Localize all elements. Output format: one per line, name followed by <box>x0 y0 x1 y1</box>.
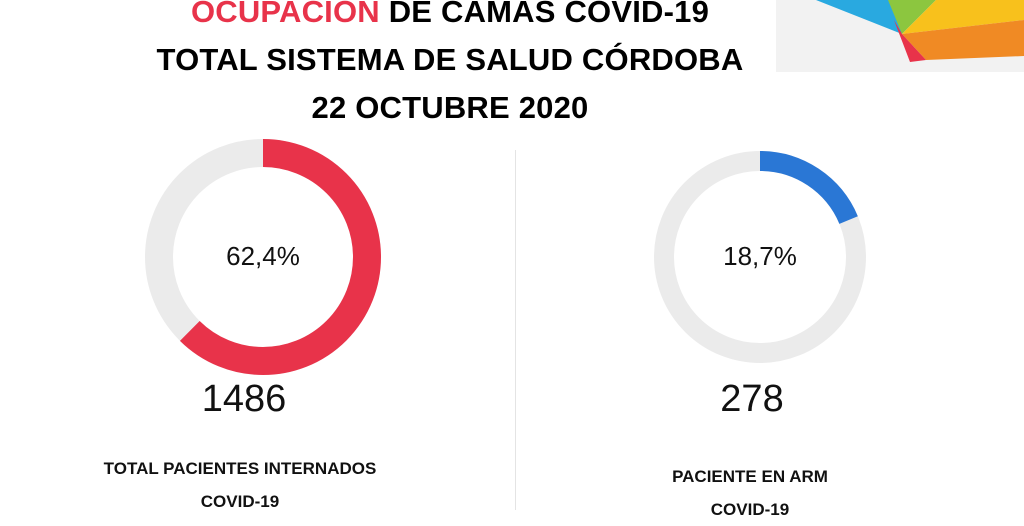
donut-svg-beds <box>145 139 381 375</box>
donut-chart-arm: 18,7% <box>640 137 880 377</box>
title-line-2: TOTAL SISTEMA DE SALUD CÓRDOBA <box>156 42 744 77</box>
column-divider <box>515 150 516 510</box>
title-rest: DE CAMAS COVID-19 <box>379 0 710 29</box>
logo-shape-red <box>894 20 926 62</box>
donut-arc-beds <box>145 139 381 375</box>
donut-arc-arm <box>654 151 866 363</box>
caption-beds: TOTAL PACIENTES INTERNADOS COVID-19 <box>50 452 430 518</box>
count-arm: 278 <box>720 378 784 420</box>
title-highlight: OCUPACIÓN <box>190 0 380 29</box>
donut-svg-arm <box>654 151 866 363</box>
donut-value-label-beds: 62,4% <box>226 241 300 271</box>
donut-value-label-arm: 18,7% <box>723 241 797 271</box>
caption-arm-line1: PACIENTE EN ARM <box>672 467 828 486</box>
title-block: OCUPACIÓN DE CAMAS COVID-19 TOTAL SISTEM… <box>50 0 850 132</box>
brand-logo <box>776 0 1024 72</box>
title-line-3: 22 OCTUBRE 2020 <box>311 90 589 125</box>
logo-shape-orange <box>902 20 1024 60</box>
logo-shape-blue <box>816 0 902 34</box>
title-line-1: OCUPACIÓN DE CAMAS COVID-19 <box>50 0 850 36</box>
caption-arm: PACIENTE EN ARM COVID-19 <box>560 460 940 526</box>
logo-shape-yellow <box>902 0 1024 34</box>
caption-beds-line1: TOTAL PACIENTES INTERNADOS <box>103 459 377 478</box>
donut-chart-beds: 62,4% <box>143 137 383 377</box>
logo-shape-green <box>888 0 936 34</box>
caption-beds-line2: COVID-19 <box>200 492 280 511</box>
count-beds: 1486 <box>201 378 287 420</box>
caption-arm-line2: COVID-19 <box>710 500 790 519</box>
